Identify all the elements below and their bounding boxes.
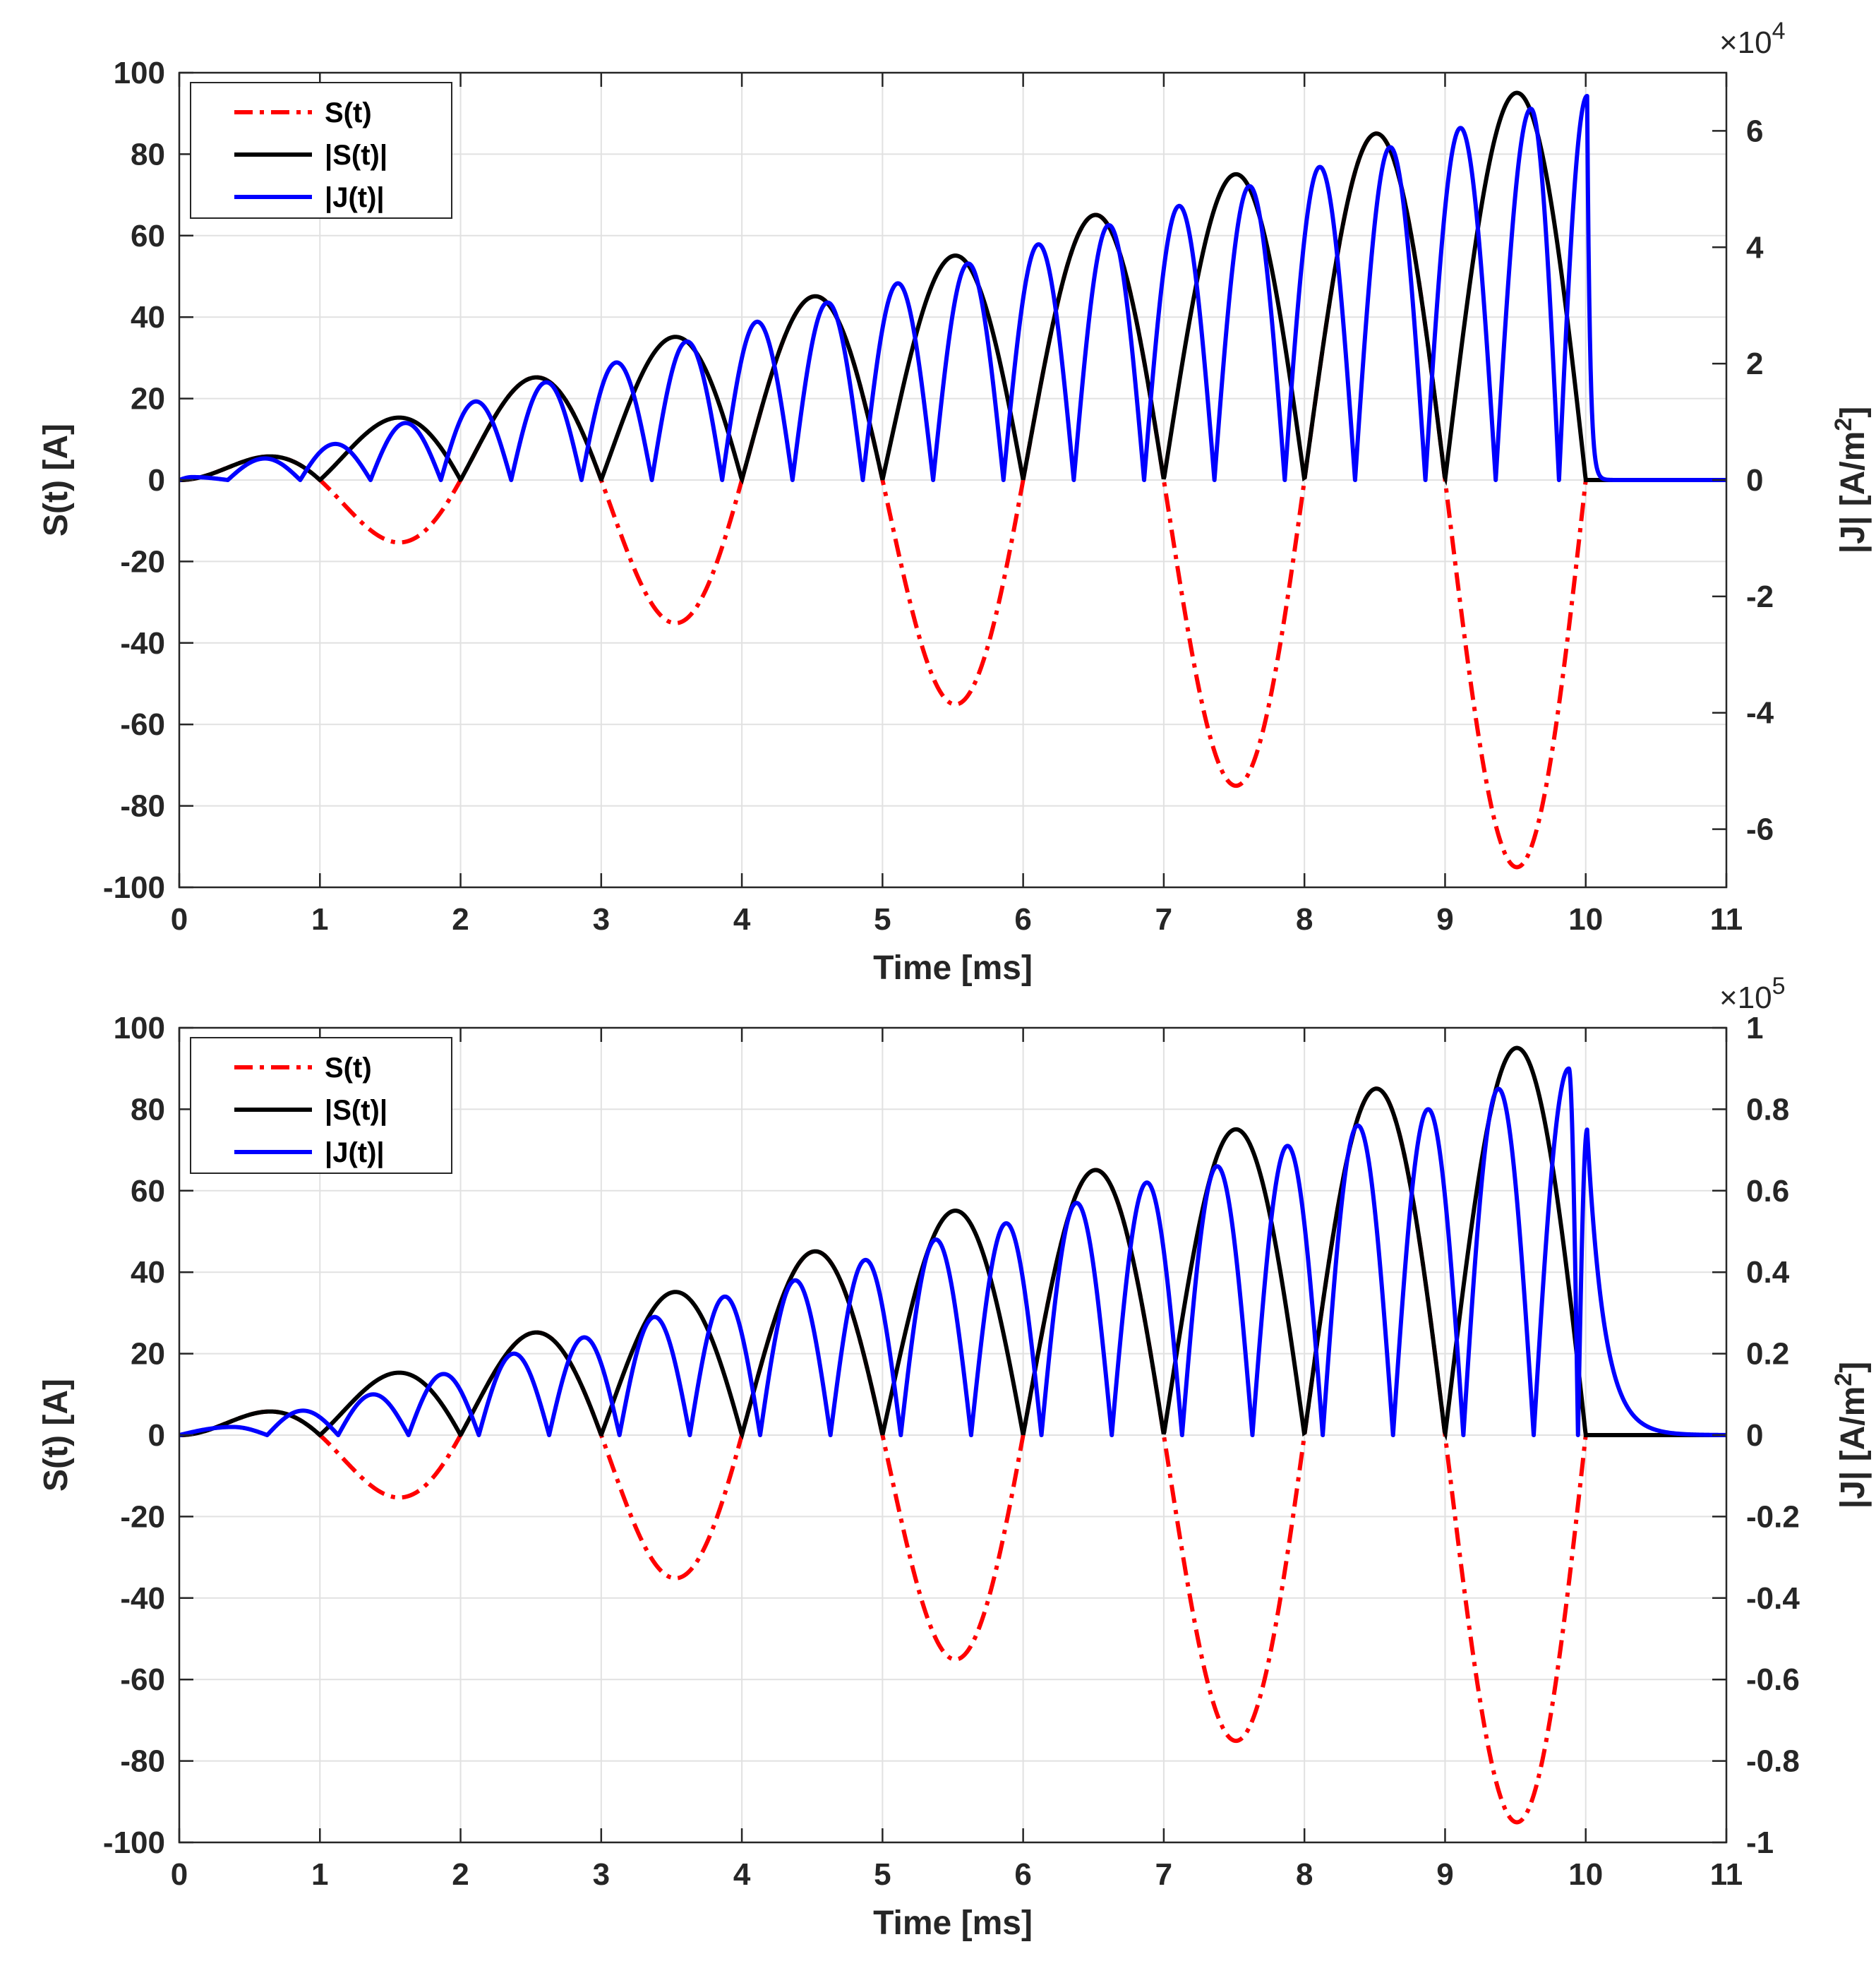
chart-panel-bottom: 0 1 2 3 4 5 6 7 8 9 10 11100806040200-20-40-60-80-1…	[37, 973, 1872, 1942]
y-left-axis-label: S(t) [A]	[37, 424, 75, 536]
y-left-tick-label: -60	[120, 707, 165, 742]
x-tick-label: 9	[1436, 1857, 1453, 1892]
y-right-tick-label: 1	[1746, 1011, 1763, 1045]
y-left-tick-label: -40	[120, 626, 165, 661]
x-axis-label: Time [ms]	[873, 949, 1033, 987]
y-right-tick-label: -1	[1746, 1825, 1774, 1860]
y-right-tick-label: -6	[1746, 812, 1774, 847]
y-left-tick-label: 60	[131, 1174, 165, 1209]
y-left-tick-label: -40	[120, 1581, 165, 1616]
y-right-axis-label: |J| [A/m2]	[1830, 1362, 1872, 1509]
x-tick-label: 3	[593, 902, 610, 937]
y-right-tick-label: -0.6	[1746, 1662, 1800, 1697]
legend-label: |J(t)|	[325, 1137, 385, 1168]
y-left-tick-label: -20	[120, 544, 165, 579]
y-left-tick-label: 20	[131, 1337, 165, 1372]
y-left-tick-label: -80	[120, 789, 165, 824]
y-right-exponent: ×104	[1719, 18, 1786, 60]
y-left-tick-label: 100	[114, 1011, 165, 1045]
x-tick-label: 6	[1014, 902, 1031, 937]
x-tick-label: 5	[874, 902, 891, 937]
x-tick-label: 2	[452, 902, 469, 937]
x-tick-label: 8	[1296, 1857, 1313, 1892]
y-left-tick-label: 60	[131, 219, 165, 253]
y-right-tick-label: 6	[1746, 114, 1763, 148]
x-tick-label: 4	[733, 902, 751, 937]
x-tick-label: 5	[874, 1857, 891, 1892]
y-right-tick-label: 0.2	[1746, 1337, 1789, 1372]
y-left-tick-label: 40	[131, 1255, 165, 1290]
series-line-abs-s-t	[179, 1045, 1726, 1441]
y-right-tick-label: -0.4	[1746, 1581, 1800, 1616]
y-left-tick-label: -20	[120, 1499, 165, 1534]
x-tick-label: 4	[733, 1857, 751, 1892]
x-tick-label: 7	[1155, 1857, 1172, 1892]
legend-label: |J(t)|	[325, 182, 385, 213]
series-line-abs-j-t	[179, 1066, 1726, 1437]
y-left-tick-label: -100	[103, 870, 165, 905]
legend: S(t) |S(t)| |J(t)|	[190, 1037, 452, 1174]
x-tick-label: 1	[311, 902, 328, 937]
y-left-axis-label: S(t) [A]	[37, 1379, 75, 1492]
x-tick-label: 6	[1014, 1857, 1031, 1892]
y-right-tick-label: 2	[1746, 347, 1763, 381]
y-left-tick-label: 80	[131, 137, 165, 172]
x-tick-label: 10	[1568, 1857, 1603, 1892]
x-tick-label: 11	[1710, 902, 1743, 937]
series-line-abs-j-t	[179, 93, 1726, 482]
legend-label: |S(t)|	[325, 1095, 387, 1126]
series-line-abs-s-t	[179, 90, 1726, 486]
y-right-exponent: ×105	[1719, 973, 1786, 1015]
y-right-axis-label: |J| [A/m2]	[1830, 407, 1872, 553]
y-right-tick-label: -0.8	[1746, 1744, 1800, 1779]
legend-label: |S(t)|	[325, 140, 387, 171]
y-left-tick-label: 40	[131, 300, 165, 335]
y-right-tick-label: 0.4	[1746, 1255, 1790, 1290]
x-tick-label: 2	[452, 1857, 469, 1892]
x-tick-label: 7	[1155, 902, 1172, 937]
series-line-s-t	[179, 1086, 1726, 1825]
y-right-tick-label: -2	[1746, 580, 1774, 614]
legend-box	[190, 82, 452, 219]
y-right-tick-label: 0.8	[1746, 1092, 1789, 1127]
y-right-tick-label: 0.6	[1746, 1174, 1789, 1209]
chart-panel-top: 0 1 2 3 4 5 6 7 8 9 10 11100806040200-20-40-60-80-1…	[37, 18, 1872, 987]
x-axis-label: Time [ms]	[873, 1905, 1033, 1942]
x-tick-label: 10	[1568, 902, 1603, 937]
legend-label: S(t)	[325, 97, 372, 128]
y-left-tick-label: -80	[120, 1744, 165, 1779]
y-right-tick-label: -0.2	[1746, 1499, 1800, 1534]
x-tick-label: 0	[171, 1857, 188, 1892]
y-left-tick-label: -60	[120, 1662, 165, 1697]
legend-box	[190, 1037, 452, 1174]
y-left-tick-label: -100	[103, 1825, 165, 1860]
legend: S(t) |S(t)| |J(t)|	[190, 82, 452, 219]
series-line-s-t	[179, 131, 1726, 870]
x-tick-label: 3	[593, 1857, 610, 1892]
y-right-tick-label: 0	[1746, 1418, 1763, 1453]
y-left-tick-label: 20	[131, 382, 165, 416]
y-right-tick-label: 0	[1746, 463, 1763, 498]
x-tick-label: 0	[171, 902, 188, 937]
y-right-tick-label: -4	[1746, 696, 1774, 731]
y-left-tick-label: 100	[114, 56, 165, 90]
x-tick-label: 1	[311, 1857, 328, 1892]
legend-label: S(t)	[325, 1053, 372, 1084]
y-right-tick-label: 4	[1746, 230, 1764, 265]
y-left-tick-label: 0	[148, 463, 165, 498]
y-left-tick-label: 80	[131, 1092, 165, 1127]
y-left-tick-label: 0	[148, 1418, 165, 1453]
x-tick-label: 11	[1710, 1857, 1743, 1892]
x-tick-label: 9	[1436, 902, 1453, 937]
x-tick-label: 8	[1296, 902, 1313, 937]
